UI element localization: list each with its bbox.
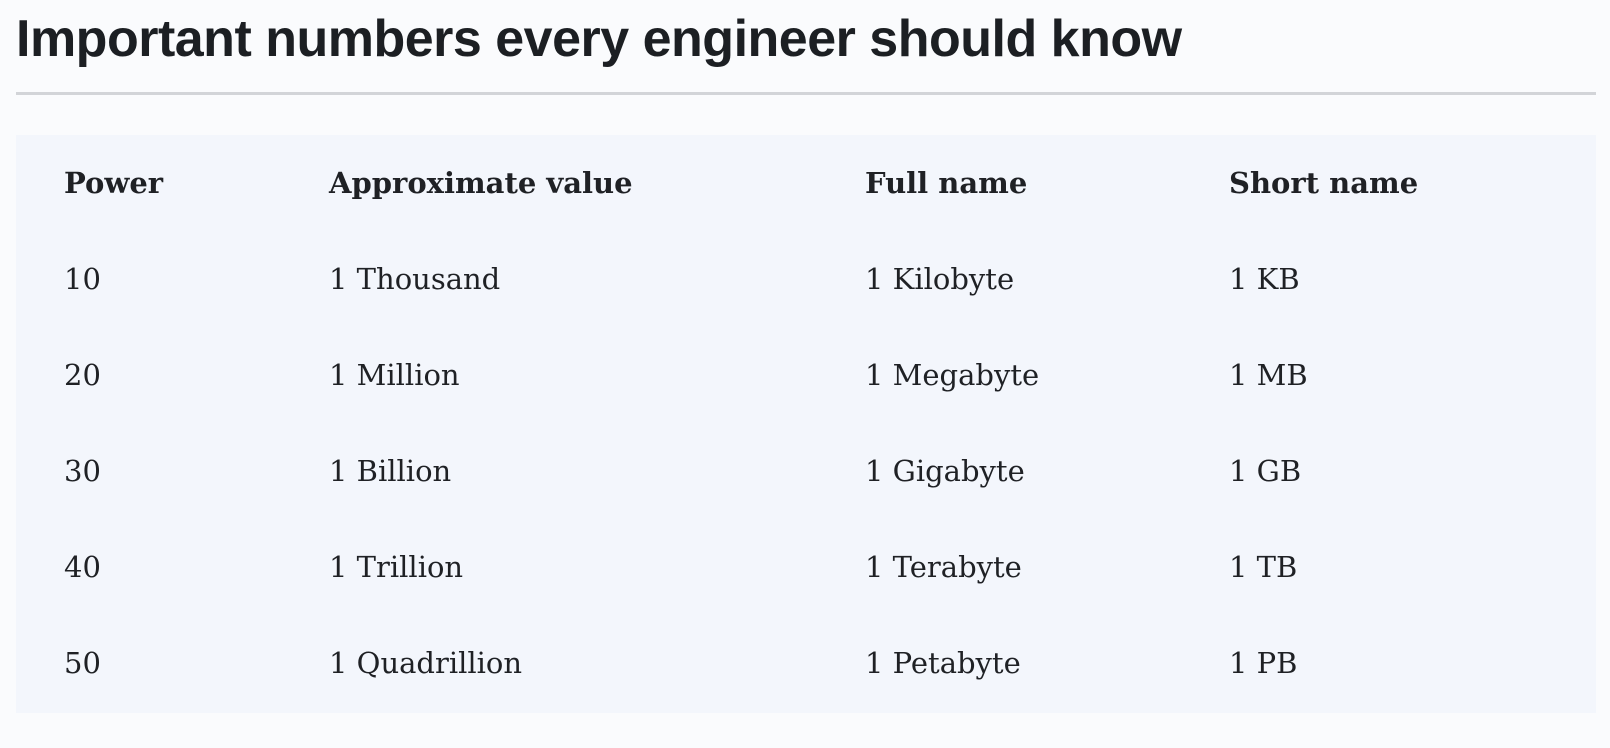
page: Important numbers every engineer should …: [16, 0, 1596, 713]
page-title: Important numbers every engineer should …: [16, 10, 1182, 68]
cell-approximate-value: 1 Trillion: [329, 550, 464, 584]
cell-full-name: 1 Kilobyte: [865, 262, 1015, 296]
table-row: 30 1 Billion 1 Gigabyte 1 GB: [64, 423, 1564, 519]
cell-approximate-value: 1 Thousand: [329, 262, 501, 296]
cell-short-name: 1 PB: [1229, 646, 1298, 680]
cell-power: 40: [64, 550, 101, 584]
column-header-short-name: Short name: [1229, 166, 1419, 200]
cell-full-name: 1 Megabyte: [865, 358, 1040, 392]
table-row: 10 1 Thousand 1 Kilobyte 1 KB: [64, 231, 1564, 327]
table-header-row: Power Approximate value Full name Short …: [64, 135, 1564, 231]
cell-full-name: 1 Terabyte: [865, 550, 1022, 584]
numbers-table: Power Approximate value Full name Short …: [64, 135, 1564, 711]
cell-power: 10: [64, 262, 101, 296]
column-header-full-name: Full name: [865, 166, 1028, 200]
cell-approximate-value: 1 Quadrillion: [329, 646, 523, 680]
table-row: 20 1 Million 1 Megabyte 1 MB: [64, 327, 1564, 423]
title-divider: [16, 92, 1596, 95]
cell-short-name: 1 KB: [1229, 262, 1300, 296]
cell-approximate-value: 1 Billion: [329, 454, 452, 488]
cell-short-name: 1 TB: [1229, 550, 1298, 584]
cell-power: 30: [64, 454, 101, 488]
column-header-power: Power: [64, 166, 164, 200]
cell-short-name: 1 GB: [1229, 454, 1302, 488]
cell-power: 50: [64, 646, 101, 680]
cell-short-name: 1 MB: [1229, 358, 1308, 392]
numbers-table-container: Power Approximate value Full name Short …: [16, 135, 1596, 713]
cell-power: 20: [64, 358, 101, 392]
cell-full-name: 1 Gigabyte: [865, 454, 1025, 488]
cell-approximate-value: 1 Million: [329, 358, 460, 392]
cell-full-name: 1 Petabyte: [865, 646, 1021, 680]
table-row: 40 1 Trillion 1 Terabyte 1 TB: [64, 519, 1564, 615]
table-row: 50 1 Quadrillion 1 Petabyte 1 PB: [64, 615, 1564, 711]
column-header-approximate-value: Approximate value: [329, 166, 633, 200]
